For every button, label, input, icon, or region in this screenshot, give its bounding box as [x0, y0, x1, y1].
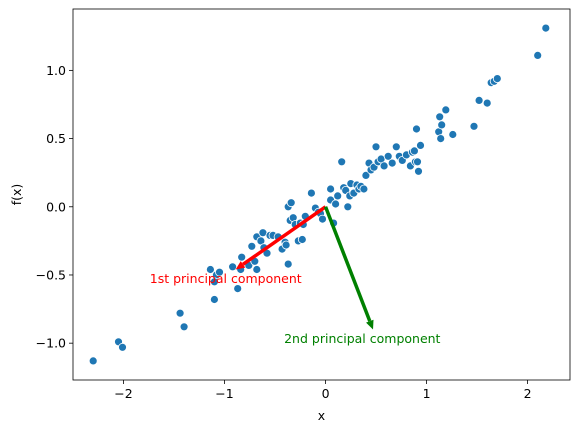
x-tick-label: 1 [423, 386, 431, 401]
x-tick-label: 0 [322, 386, 330, 401]
data-point [492, 74, 502, 83]
data-point [361, 170, 371, 180]
y-tick-label: 1.0 [46, 63, 66, 78]
data-point [416, 140, 425, 150]
x-tick-label: −2 [114, 386, 132, 401]
data-point [413, 157, 422, 167]
data-point [435, 112, 445, 122]
data-point [215, 267, 224, 277]
y-tick-label: 0.5 [46, 131, 66, 146]
data-point [379, 161, 389, 171]
data-point [297, 235, 307, 244]
data-point [333, 191, 343, 201]
data-point [209, 295, 219, 304]
data-point [437, 120, 447, 130]
data-point [343, 202, 353, 212]
x-tick-label: −1 [215, 386, 233, 401]
data-point [88, 356, 98, 366]
data-point [281, 240, 291, 250]
y-tick-label: −1.0 [36, 336, 66, 351]
data-point [482, 98, 492, 108]
data-point [326, 184, 336, 194]
data-point [331, 199, 341, 209]
data-point [371, 142, 381, 152]
data-point [414, 166, 423, 176]
data-point [233, 284, 243, 294]
y-tick-label: −0.5 [36, 267, 66, 282]
data-point [469, 121, 479, 131]
data-point [533, 51, 543, 60]
first-principal-component-label: 1st principal component [150, 271, 302, 286]
x-axis-label: x [318, 408, 325, 423]
data-point [252, 265, 262, 274]
data-point [337, 157, 347, 167]
first-principal-component-arrow [242, 205, 327, 266]
data-point [228, 262, 238, 272]
data-point [205, 265, 215, 274]
second-principal-component-label: 2nd principal component [284, 331, 440, 346]
data-point [383, 151, 393, 161]
data-point [412, 124, 421, 134]
data-point [175, 308, 185, 318]
data-point [409, 146, 419, 156]
points-layer [88, 23, 551, 366]
arrows-layer: 1st principal component 2nd principal com… [150, 205, 441, 346]
data-point [448, 130, 458, 139]
data-point [436, 134, 446, 144]
data-point [391, 142, 401, 152]
data-point [387, 158, 397, 168]
data-point [318, 214, 327, 224]
y-axis-ticks: −1.0 −0.5 0.0 0.5 1.0 [36, 63, 73, 351]
data-point [209, 277, 219, 287]
data-point [441, 105, 451, 115]
plot-frame [72, 8, 571, 381]
y-tick-label: 0.0 [46, 199, 66, 214]
data-point [118, 342, 127, 352]
y-axis-label: f(x) [9, 184, 24, 206]
data-point [306, 188, 316, 198]
second-principal-component-arrow [323, 206, 372, 322]
x-axis-ticks: −2 −1 0 1 2 [114, 380, 532, 401]
data-point [237, 252, 247, 262]
x-tick-label: 2 [524, 386, 532, 401]
data-point [359, 184, 369, 194]
data-point [247, 241, 257, 251]
second-principal-component-arrowhead [366, 319, 374, 330]
data-point [541, 23, 551, 33]
data-point [286, 198, 296, 208]
data-point [179, 322, 189, 332]
first-principal-component-arrowhead [235, 261, 246, 270]
data-point [474, 96, 484, 105]
data-point [283, 259, 293, 269]
